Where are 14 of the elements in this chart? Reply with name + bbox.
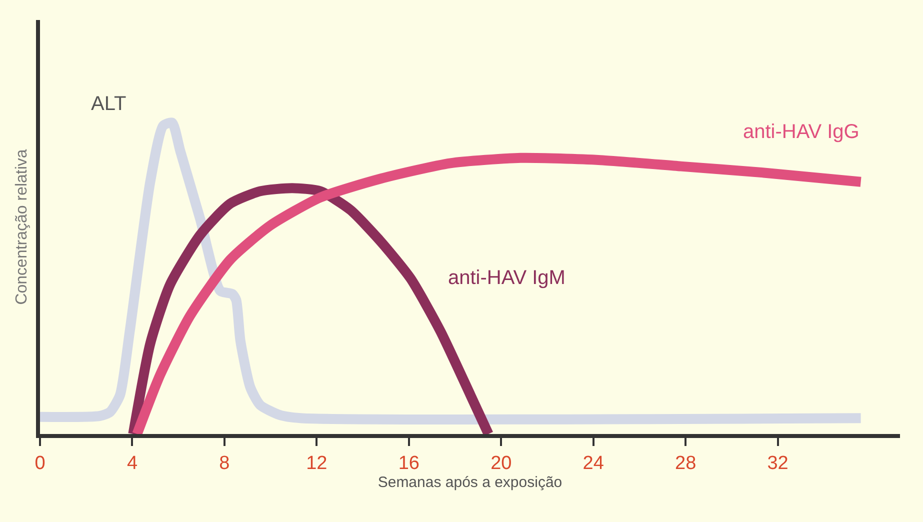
x-tick-label: 20 bbox=[490, 452, 512, 474]
x-tick-label: 4 bbox=[126, 452, 138, 474]
series-label: ALT bbox=[91, 93, 126, 115]
series-label: anti-HAV IgM bbox=[448, 267, 566, 289]
y-axis-title: Concentração relativa bbox=[13, 149, 30, 305]
x-tick-label: 24 bbox=[582, 452, 604, 474]
series-label: anti-HAV IgG bbox=[743, 121, 860, 143]
x-tick-label: 0 bbox=[34, 452, 46, 474]
x-tick-label: 32 bbox=[767, 452, 788, 474]
x-tick-label: 28 bbox=[675, 452, 696, 474]
x-tick-label: 8 bbox=[219, 452, 230, 474]
x-axis-title: Semanas após a exposição bbox=[378, 474, 562, 491]
x-tick-label: 12 bbox=[306, 452, 328, 474]
x-tick-label: 16 bbox=[398, 452, 420, 474]
